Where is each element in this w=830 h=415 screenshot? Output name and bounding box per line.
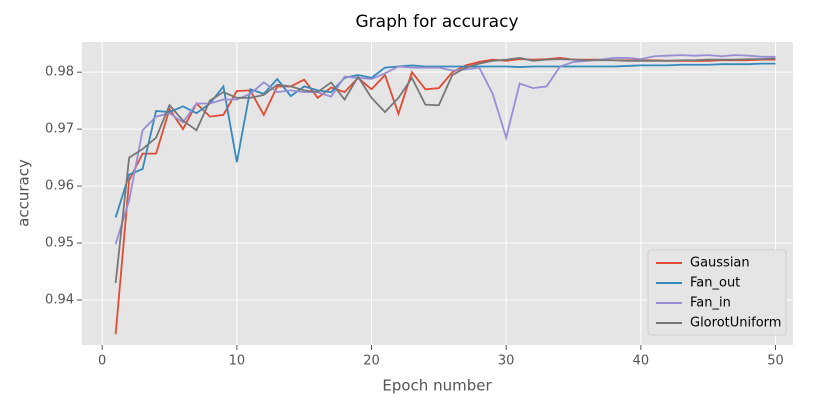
data-line (114, 54, 776, 245)
legend-label: Fan_in (690, 296, 731, 311)
y-tick-label: 0.94 (45, 293, 74, 308)
legend-label: GlorotUniform (690, 316, 781, 331)
legend-box (647, 249, 787, 336)
x-tick-label: 30 (498, 354, 515, 369)
x-tick-label: 10 (229, 354, 246, 369)
y-axis-label: accuracy (15, 159, 33, 227)
x-tick-label: 40 (633, 354, 650, 369)
y-tick-label: 0.97 (45, 122, 74, 137)
y-tick-label: 0.96 (45, 179, 74, 194)
data-line (114, 57, 776, 284)
x-tick-label: 20 (363, 354, 380, 369)
legend-label: Gaussian (690, 256, 750, 271)
y-tick-label: 0.95 (45, 236, 74, 251)
legend-label: Fan_out (690, 276, 740, 291)
x-axis-label: Epoch number (382, 377, 492, 395)
x-tick-label: 0 (98, 354, 106, 369)
x-tick-label: 50 (767, 354, 784, 369)
chart-title: Graph for accuracy (355, 12, 518, 32)
y-tick-label: 0.98 (45, 65, 74, 80)
